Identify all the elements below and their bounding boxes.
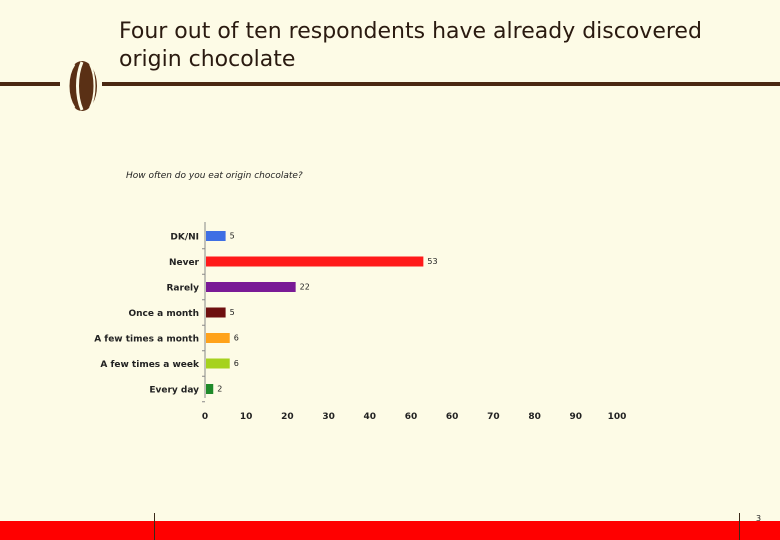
chart-title: How often do you eat origin chocolate?	[126, 171, 303, 181]
bar	[206, 333, 230, 343]
header-rule-right	[102, 82, 780, 86]
category-label: Rarely	[167, 284, 200, 294]
bar	[206, 358, 230, 369]
data-label: 22	[300, 283, 310, 292]
x-tick-label: 40	[364, 412, 377, 422]
cocoa-bean-logo-icon	[66, 61, 97, 111]
x-tick-label: 20	[281, 412, 294, 422]
category-label: Never	[169, 258, 200, 268]
data-label: 6	[234, 359, 239, 368]
bar	[206, 256, 424, 267]
x-tick-label: 80	[528, 412, 541, 422]
category-label: A few times a week	[100, 360, 200, 370]
x-tick-label: 60	[446, 412, 459, 422]
data-label: 5	[230, 308, 235, 317]
x-tick-label: 60	[405, 412, 418, 422]
data-label: 2	[217, 385, 222, 394]
x-tick-label: 100	[608, 412, 627, 422]
category-label: DK/NI	[170, 233, 199, 243]
footer-divider-left	[154, 513, 155, 540]
data-label: 53	[427, 257, 437, 266]
category-label: Once a month	[128, 309, 199, 319]
footer-bar	[0, 521, 780, 540]
x-tick-label: 0	[202, 412, 208, 422]
x-tick-label: 90	[570, 412, 583, 422]
bar	[206, 282, 296, 292]
category-label: Every day	[149, 386, 199, 396]
bar	[206, 307, 226, 318]
x-tick-label: 70	[487, 412, 500, 422]
page-number: 3	[756, 514, 762, 523]
bar	[206, 231, 226, 241]
footer-divider-right	[739, 513, 740, 540]
data-label: 6	[234, 334, 239, 343]
data-label: 5	[230, 232, 235, 241]
category-label: A few times a month	[94, 335, 199, 345]
x-tick-label: 10	[240, 412, 253, 422]
bar	[206, 384, 214, 394]
page-title: Four out of ten respondents have already…	[119, 19, 702, 72]
header-rule-left	[0, 82, 60, 86]
x-tick-label: 30	[322, 412, 335, 422]
